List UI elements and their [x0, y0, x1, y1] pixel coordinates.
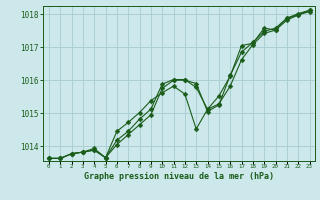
X-axis label: Graphe pression niveau de la mer (hPa): Graphe pression niveau de la mer (hPa) — [84, 172, 274, 181]
